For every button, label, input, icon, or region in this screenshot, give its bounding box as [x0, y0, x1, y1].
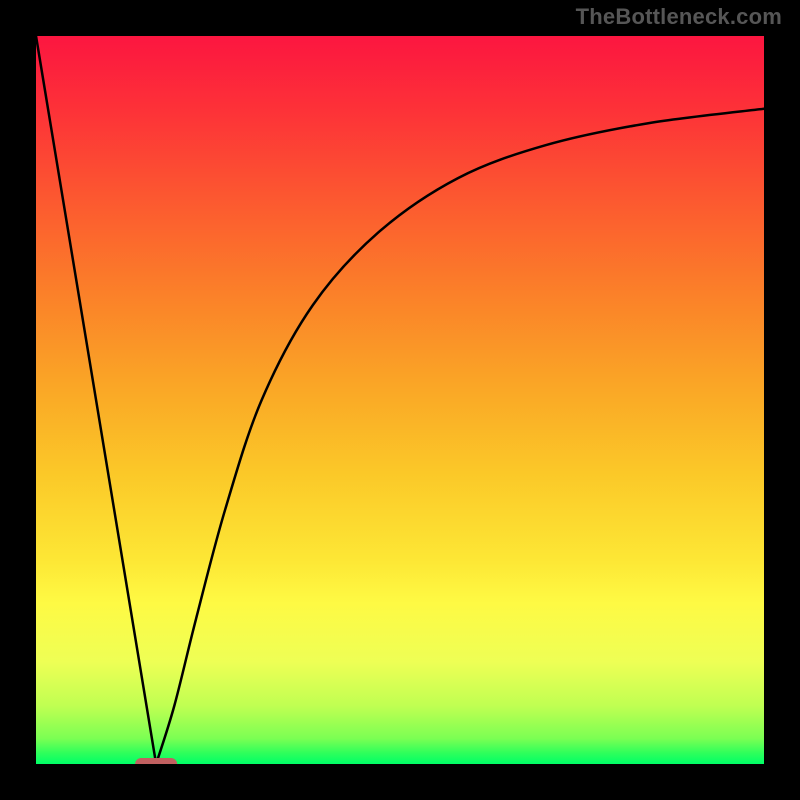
watermark-text: TheBottleneck.com — [576, 4, 782, 30]
bottleneck-chart — [0, 0, 800, 800]
plot-background — [36, 36, 764, 764]
chart-frame: TheBottleneck.com — [0, 0, 800, 800]
